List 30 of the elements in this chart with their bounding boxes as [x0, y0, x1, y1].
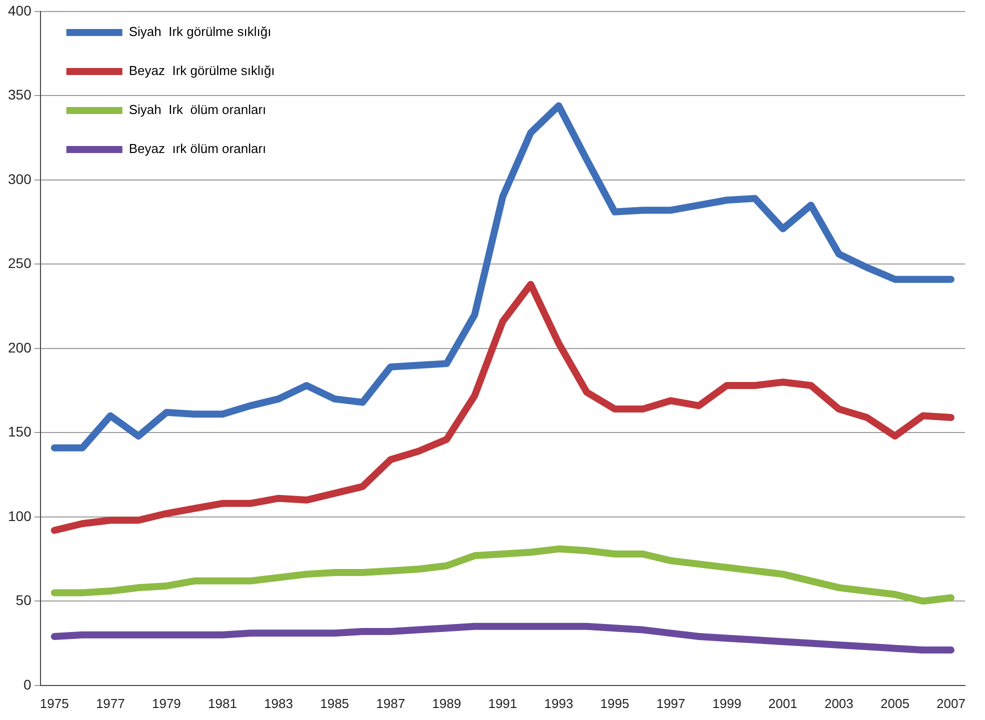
y-tick-label: 350 [8, 86, 32, 103]
x-tick-label: 1983 [264, 696, 293, 711]
x-tick-label: 1985 [320, 696, 350, 711]
x-tick-label: 2005 [880, 696, 910, 711]
y-tick-label: 0 [24, 676, 32, 692]
legend-label: Beyaz ırk ölüm oranları [128, 141, 266, 156]
x-tick-label: 1993 [544, 696, 574, 711]
x-tick-label: 2003 [824, 696, 854, 711]
x-tick-label: 1987 [376, 696, 406, 711]
x-tick-label: 1991 [488, 696, 518, 711]
x-tick-label: 2007 [936, 696, 966, 711]
x-tick-label: 1977 [96, 696, 125, 711]
x-tick-label: 1979 [152, 696, 181, 711]
y-tick-label: 50 [16, 592, 32, 608]
x-tick-label: 1999 [712, 696, 742, 711]
y-tick-label: 200 [8, 339, 32, 356]
x-tick-label: 2001 [768, 696, 798, 711]
y-tick-label: 400 [8, 2, 32, 18]
y-tick-label: 250 [8, 255, 32, 272]
legend-label: Siyah Irk ölüm oranları [128, 102, 266, 118]
x-tick-label: 1997 [656, 696, 686, 711]
x-tick-label: 1989 [432, 696, 462, 711]
y-tick-label: 100 [8, 508, 32, 524]
x-tick-label: 1975 [40, 696, 69, 711]
x-tick-label: 1981 [208, 696, 237, 711]
y-tick-label: 150 [8, 424, 32, 440]
legend-label: Siyah Irk görülme sıklığı [128, 24, 272, 40]
y-tick-label: 300 [8, 170, 32, 187]
legend-label: Beyaz Irk görülme sıklığı [128, 63, 275, 78]
x-tick-label: 1995 [600, 696, 630, 711]
